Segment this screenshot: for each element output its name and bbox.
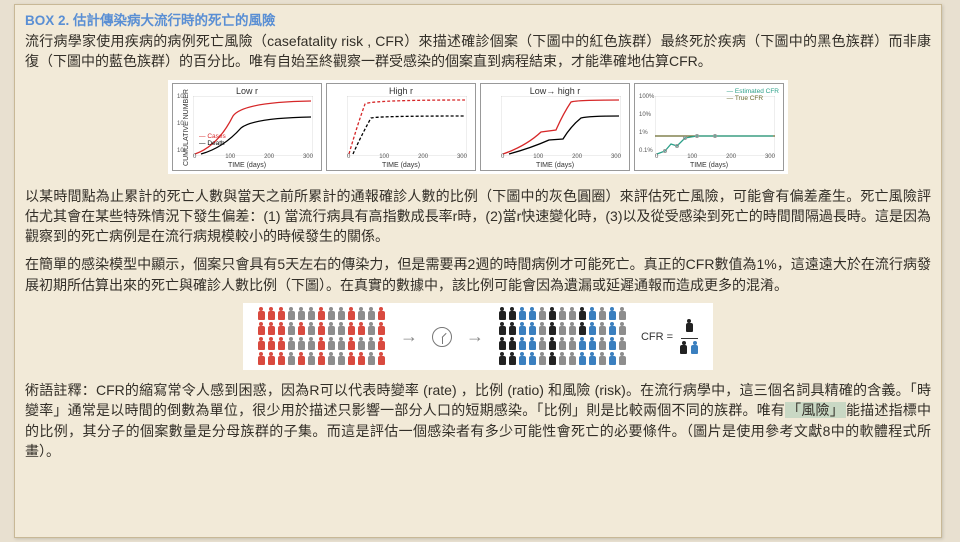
chart-cfr-estimate: 100%10%1%0.1% — Estimated CFR — True CFR… [634, 83, 784, 171]
highlight-risk: 「風險」 [785, 402, 846, 418]
chart-low-to-high-r: Low→ high r 0100200300 TIME (days) [480, 83, 630, 171]
arrow-icon: → [400, 326, 418, 347]
clock-icon [432, 327, 452, 347]
cfr-equation: CFR = [641, 319, 699, 355]
chart-low-r: CUMULATIVE NUMBER Low r 10⁵10³10¹ — Case… [172, 83, 322, 171]
chart-row: CUMULATIVE NUMBER Low r 10⁵10³10¹ — Case… [168, 80, 788, 174]
paragraph-3: 在簡單的感染模型中顯示，個案只會具有5天左右的傳染力，但是需要再2週的時間病例才… [25, 254, 931, 295]
document-paper: BOX 2. 估計傳染病大流行時的死亡的風險 流行病學家使用疾病的病例死亡風險（… [14, 4, 942, 538]
paragraph-4: 術語註釋：CFR的縮寫常令人感到困惑，因為R可以代表時變率 (rate) ，比例… [25, 380, 931, 461]
box-title: BOX 2. 估計傳染病大流行時的死亡的風險 [25, 9, 931, 29]
people-grid-before [257, 307, 386, 366]
cfr-infographic: → → CFR = [243, 303, 713, 370]
arrow-icon: → [466, 326, 484, 347]
people-grid-after [498, 307, 627, 366]
paragraph-1: 流行病學家使用疾病的病例死亡風險（casefatality risk , CFR… [25, 31, 931, 72]
chart-high-r: High r 0100200300 TIME (days) [326, 83, 476, 171]
paragraph-2: 以某時間點為止累計的死亡人數與當天之前所累計的通報確診人數的比例（下圖中的灰色圓… [25, 186, 931, 247]
